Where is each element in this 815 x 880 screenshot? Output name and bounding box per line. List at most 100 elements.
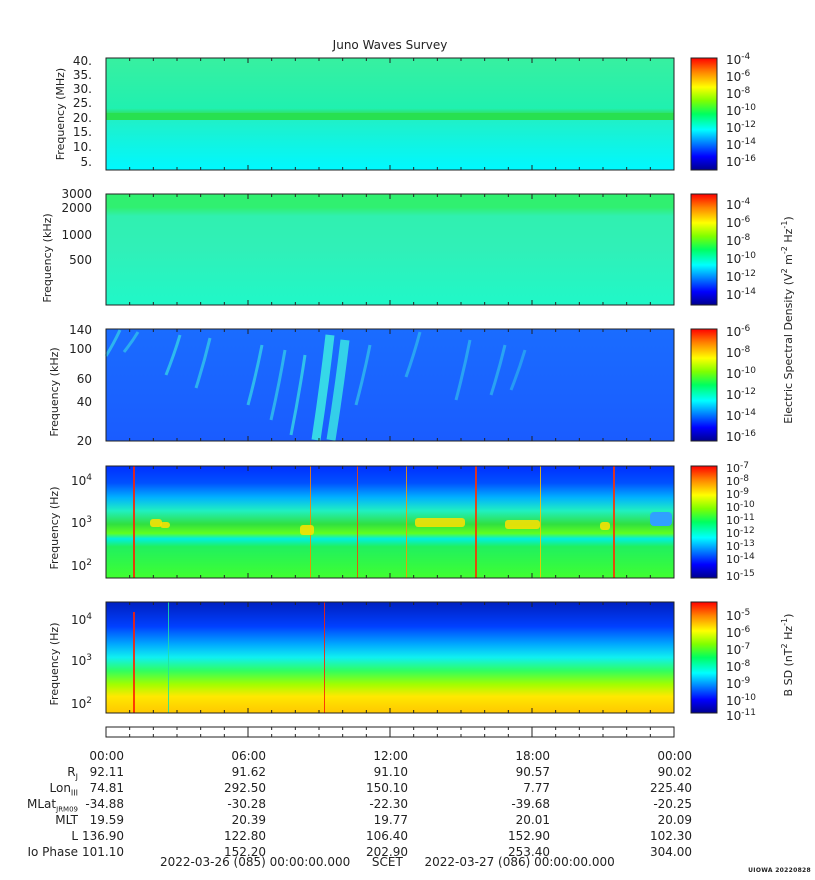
cb4-tick: 10-9 bbox=[726, 487, 749, 501]
spectral-spike bbox=[475, 466, 477, 578]
panel-1-ytick-label: 40. bbox=[73, 54, 92, 68]
spectral-spike bbox=[540, 466, 541, 578]
time-tick-label: 12:00 bbox=[373, 749, 408, 763]
panel-4-colorbar bbox=[690, 465, 718, 579]
cb5-tick: 10-11 bbox=[726, 708, 756, 723]
ephem-value: 91.10 bbox=[373, 765, 408, 779]
radio-burst bbox=[354, 344, 372, 406]
panel-2-spectrogram: 3000 2000 1000 500 Frequency (kHz) 10-4 … bbox=[41, 187, 756, 306]
cb5-tick: 10-5 bbox=[726, 608, 750, 623]
ephem-value: -20.25 bbox=[653, 797, 692, 811]
ephem-value: -34.88 bbox=[85, 797, 124, 811]
emission-patch bbox=[505, 520, 540, 529]
panel-2-ytick-label: 1000 bbox=[61, 228, 92, 242]
panel-2-ytick-label: 3000 bbox=[61, 187, 92, 201]
panel-5-ytick-label: 102 bbox=[71, 696, 92, 711]
radio-burst bbox=[246, 344, 264, 406]
panel-5-ytick-label: 103 bbox=[71, 653, 92, 668]
ephem-value: 202.90 bbox=[366, 845, 408, 859]
cb3-tick: 10-10 bbox=[726, 366, 756, 381]
cb2-tick: 10-12 bbox=[726, 269, 756, 284]
panel-1-ylabel: Frequency (MHz) bbox=[54, 68, 67, 160]
panel-2-ytick-label: 2000 bbox=[61, 201, 92, 215]
spectral-spike bbox=[406, 466, 407, 578]
ephem-value: 90.02 bbox=[657, 765, 692, 779]
ephem-value: 102.30 bbox=[650, 829, 692, 843]
scet-label: SCET bbox=[371, 855, 403, 869]
ephem-value: 74.81 bbox=[89, 781, 124, 795]
panel-3-yaxis: 140 100 60 40 20 Frequency (kHz) bbox=[48, 323, 92, 448]
cb3-tick: 10-6 bbox=[726, 324, 751, 339]
ephem-value: 90.57 bbox=[515, 765, 550, 779]
panel-1-ytick-label: 30. bbox=[73, 82, 92, 96]
cb2-tick: 10-14 bbox=[726, 287, 756, 302]
ephem-column-0: 92.11 74.81 -34.88 19.59 136.90 101.10 bbox=[74, 765, 124, 861]
cb4-tick: 10-15 bbox=[726, 569, 755, 583]
radio-burst bbox=[404, 331, 422, 378]
version-stamp: UIOWA 20220828 bbox=[748, 867, 811, 874]
cb3-tick: 10-16 bbox=[726, 429, 756, 444]
cb1-tick: 10-14 bbox=[726, 137, 756, 152]
panel-5-spectrogram: 104 103 102 Frequency (Hz) 10-5 10-6 10-… bbox=[48, 601, 795, 723]
ephem-value: 20.09 bbox=[657, 813, 692, 827]
panel-5-ylabel: Frequency (Hz) bbox=[48, 623, 61, 706]
ephem-column-3: 90.57 7.77 -39.68 20.01 152.90 253.40 bbox=[490, 765, 550, 861]
ephem-value: 150.10 bbox=[366, 781, 408, 795]
ephem-label-lon: LonIII bbox=[49, 781, 79, 798]
panel-2-ytick-label: 500 bbox=[69, 253, 92, 267]
emission-patch bbox=[150, 519, 162, 527]
panel-3-spectrogram: 140 100 60 40 20 Frequency (kHz) 10-6 10… bbox=[48, 216, 795, 448]
cb4-tick: 10-11 bbox=[726, 513, 755, 527]
panel-3-ytick-label: 20 bbox=[77, 434, 92, 448]
panel-1-ytick-label: 35. bbox=[73, 68, 92, 82]
ephem-value: -22.30 bbox=[369, 797, 408, 811]
panel-4-ytick-label: 103 bbox=[71, 515, 92, 530]
panel-2-yaxis: 3000 2000 1000 500 Frequency (kHz) bbox=[41, 187, 92, 303]
panel-2-colorbar-ticks: 10-4 10-6 10-8 10-10 10-12 10-14 bbox=[726, 197, 756, 302]
cb5-tick: 10-9 bbox=[726, 676, 751, 691]
emission-patch bbox=[650, 512, 672, 526]
ephem-value: 20.01 bbox=[515, 813, 550, 827]
ephem-value: 152.90 bbox=[508, 829, 550, 843]
ephem-value: -39.68 bbox=[511, 797, 550, 811]
cb3-tick: 10-12 bbox=[726, 387, 756, 402]
time-axis-ticks bbox=[105, 58, 675, 737]
spectral-spike bbox=[168, 602, 169, 713]
scet-footer: 2022-03-26 (085) 00:00:00.000 SCET 2022-… bbox=[160, 855, 615, 869]
ephem-value: 253.40 bbox=[508, 845, 550, 859]
panel-1-colorbar-ticks: 10-4 10-6 10-8 10-10 10-12 10-14 10-16 bbox=[726, 52, 756, 169]
panel-5-heatmap bbox=[106, 602, 674, 713]
panel-4-spectrogram: 104 103 102 Frequency (Hz) 10-7 10-8 10-… bbox=[48, 461, 755, 583]
ephem-value: 292.50 bbox=[224, 781, 266, 795]
panel-4-heatmap bbox=[106, 466, 674, 578]
cb4-tick: 10-8 bbox=[726, 474, 749, 488]
cb5-tick: 10-6 bbox=[726, 625, 751, 640]
radio-burst bbox=[326, 339, 350, 441]
panel-3-colorbar bbox=[690, 328, 718, 442]
panel-3-ylabel: Frequency (kHz) bbox=[48, 347, 61, 436]
scet-start: 2022-03-26 (085) 00:00:00.000 bbox=[160, 855, 351, 869]
panel-1-ytick-label: 20. bbox=[73, 111, 92, 125]
ephem-value: -30.28 bbox=[227, 797, 266, 811]
cb4-tick: 10-12 bbox=[726, 526, 755, 540]
panel-5-ytick-label: 104 bbox=[71, 612, 92, 627]
time-tick-label: 00:00 bbox=[89, 749, 124, 763]
ephem-value: 225.40 bbox=[650, 781, 692, 795]
cb1-tick: 10-16 bbox=[726, 154, 756, 169]
panel-5-colorbar bbox=[690, 601, 718, 714]
radio-burst bbox=[104, 329, 122, 357]
emission-patch bbox=[160, 522, 170, 528]
ephem-value: 304.00 bbox=[650, 845, 692, 859]
ephem-label-io-phase: Io Phase bbox=[27, 845, 78, 859]
cb1-tick: 10-6 bbox=[726, 69, 751, 84]
cb4-tick: 10-13 bbox=[726, 539, 755, 553]
ephem-value: 136.90 bbox=[82, 829, 124, 843]
panel-1-spectrogram: 40. 35. 30. 25. 20. 15. 10. 5. Frequency… bbox=[54, 52, 756, 171]
b-sd-label: B SD (nT2 Hz-1) bbox=[780, 614, 795, 697]
panel-4-ytick-label: 104 bbox=[71, 473, 92, 488]
panel-3-heatmap bbox=[106, 329, 674, 441]
cb3-tick: 10-8 bbox=[726, 345, 751, 360]
ephem-value: 106.40 bbox=[366, 829, 408, 843]
panel-1-ytick-label: 10. bbox=[73, 140, 92, 154]
time-tick-labels: 00:00 06:00 12:00 18:00 00:00 bbox=[0, 749, 815, 765]
